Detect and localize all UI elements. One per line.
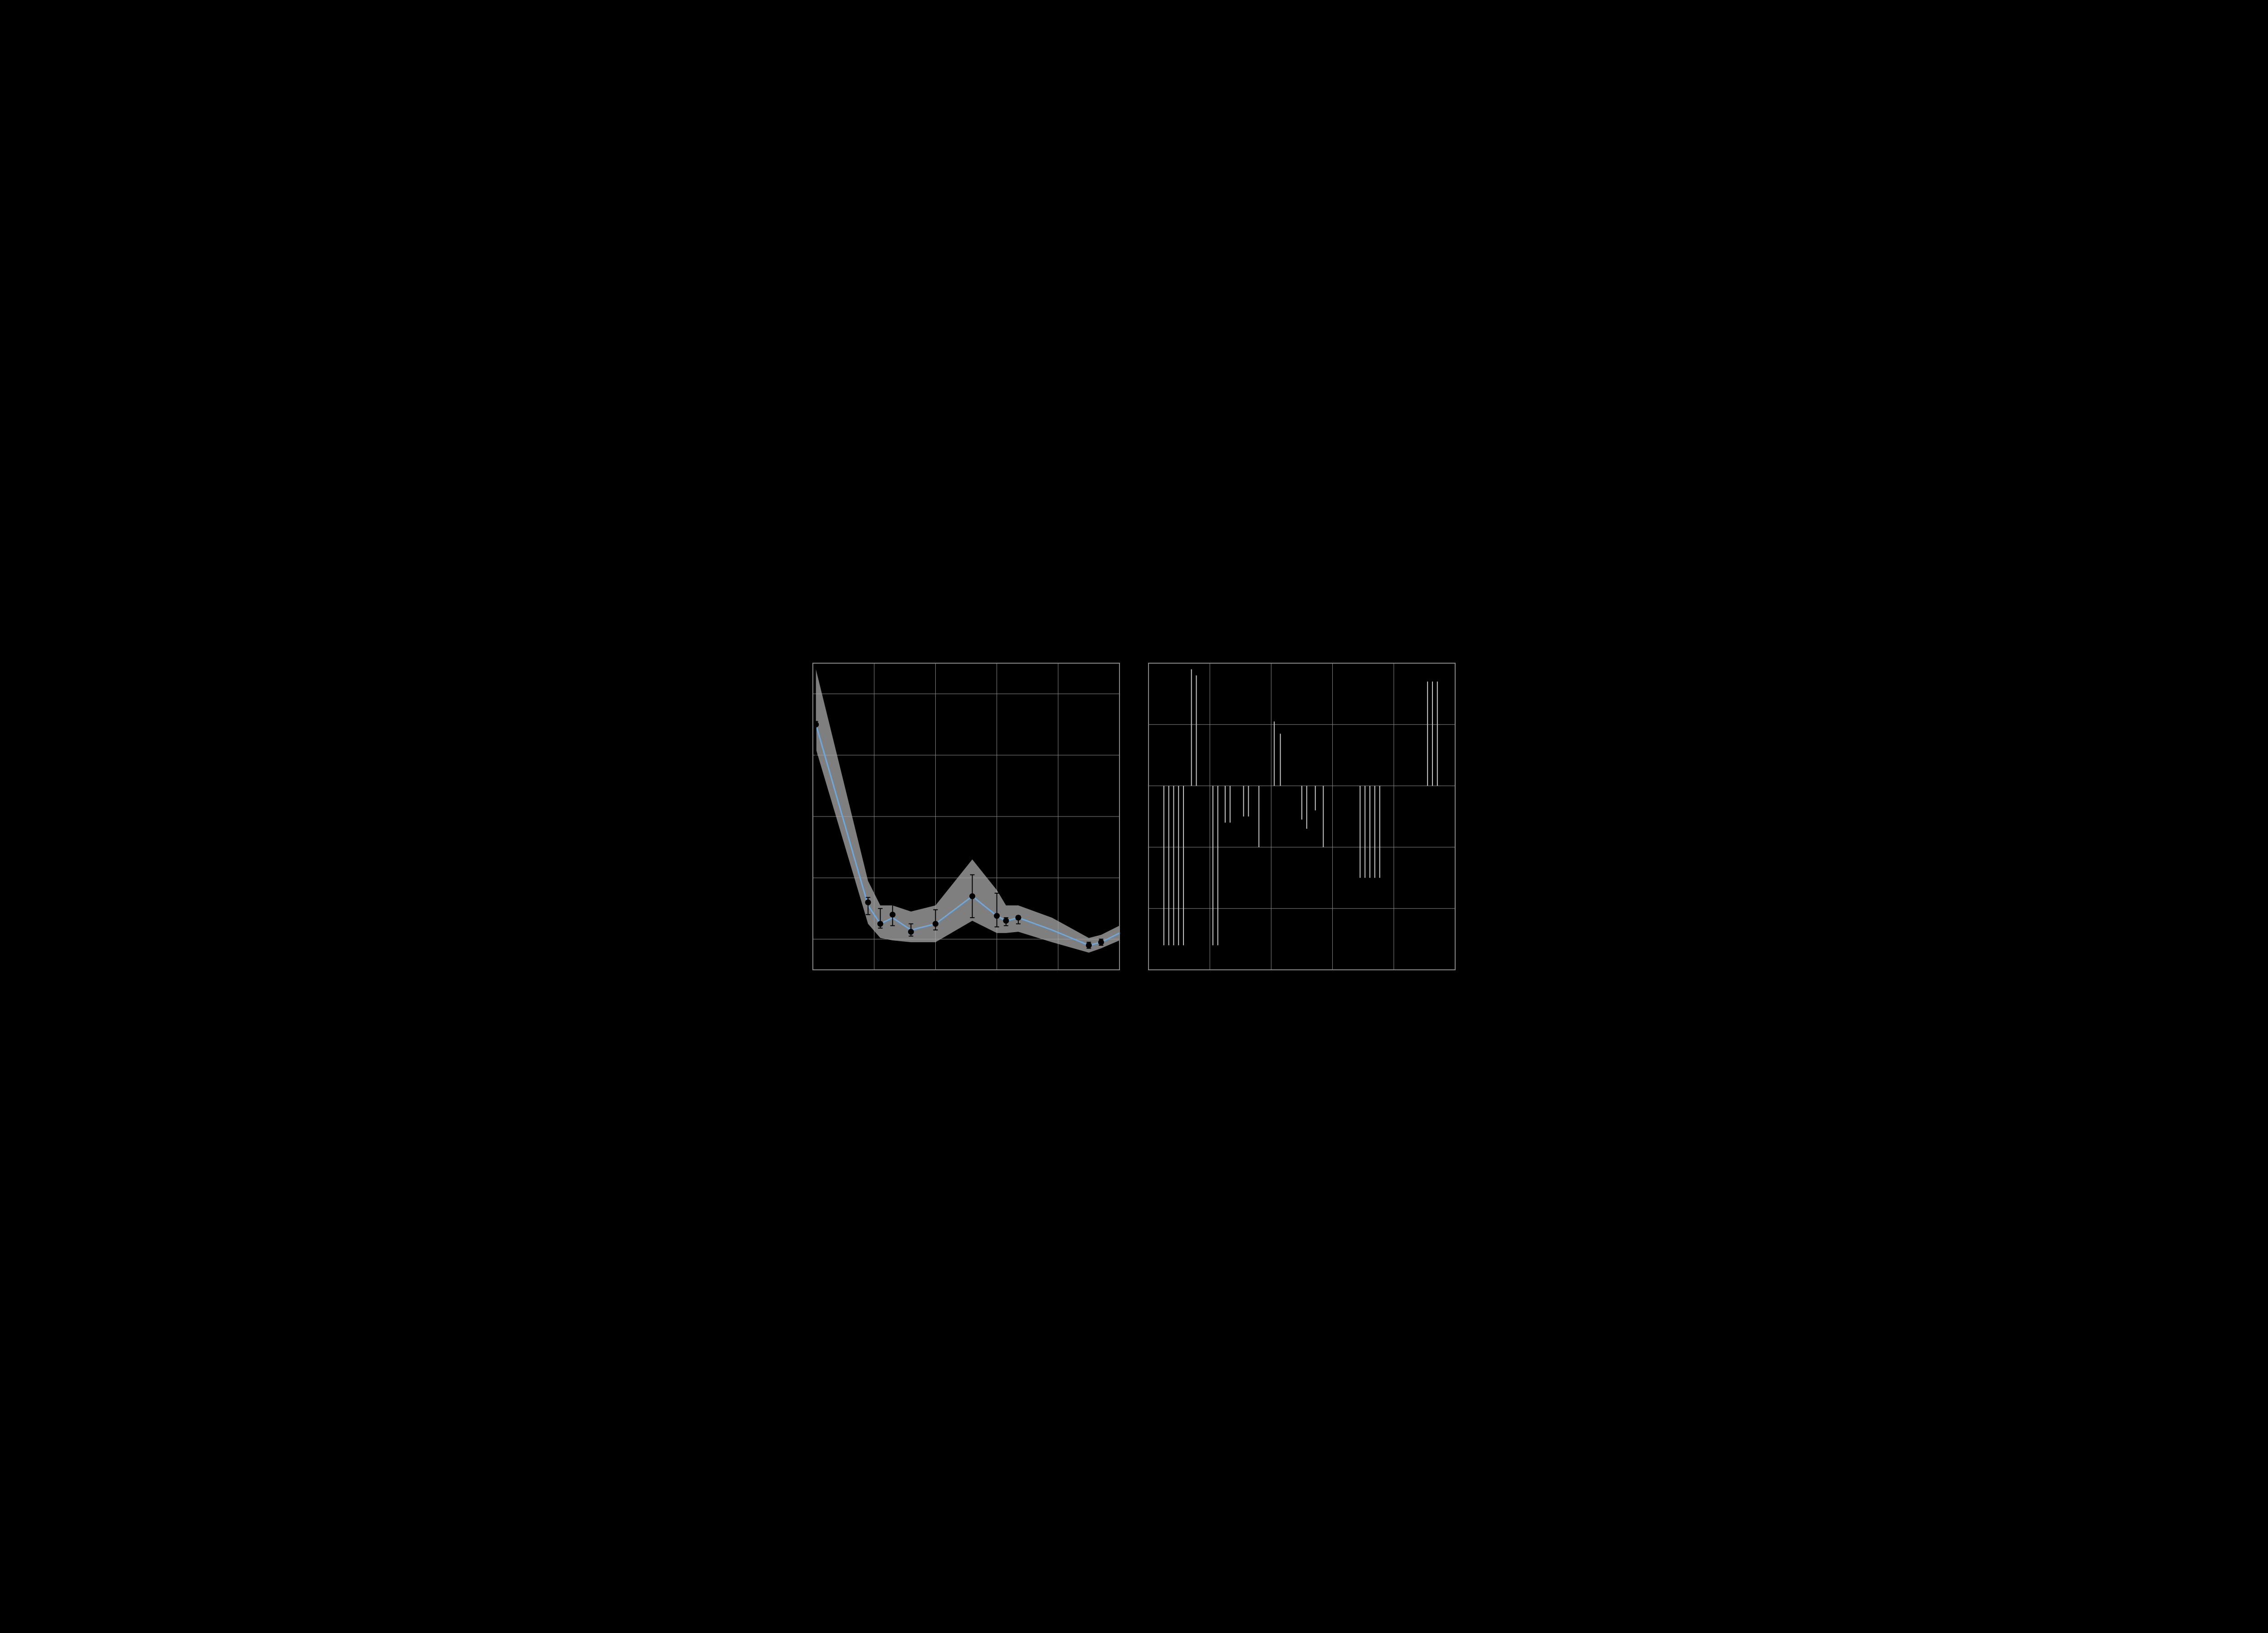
data-point	[1016, 915, 1021, 920]
data-point	[908, 929, 914, 934]
data-point	[933, 921, 938, 927]
confidence-band	[816, 670, 1119, 953]
left-panel	[812, 662, 1120, 971]
data-point	[1003, 918, 1009, 924]
data-point	[890, 912, 895, 917]
figure	[0, 0, 2268, 1633]
left-chart-svg	[812, 662, 1120, 971]
stem-lines	[1164, 670, 1437, 945]
data-point	[970, 894, 975, 899]
data-point	[1086, 943, 1091, 948]
data-point	[813, 722, 819, 727]
data-point	[1098, 939, 1104, 945]
right-chart-svg	[1148, 662, 1456, 971]
data-point	[878, 921, 883, 927]
data-point	[865, 900, 871, 905]
right-panel	[1148, 662, 1456, 971]
data-point	[994, 913, 1000, 919]
